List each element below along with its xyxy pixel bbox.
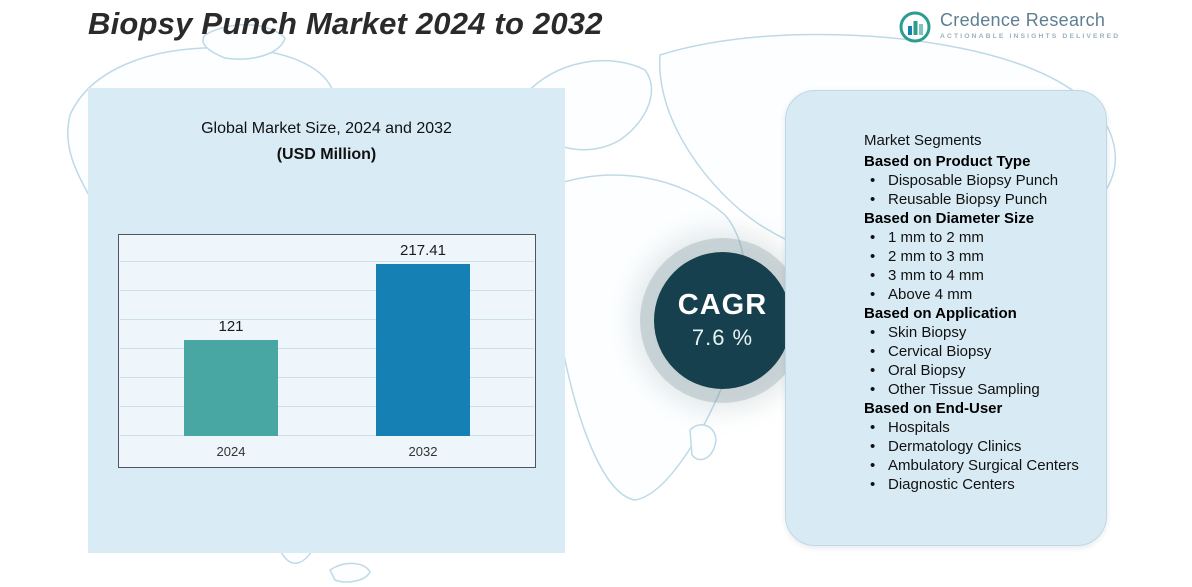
page-title: Biopsy Punch Market 2024 to 2032 — [88, 6, 603, 41]
bullet-icon: • — [870, 362, 876, 379]
chart-subtitle: (USD Million) — [276, 146, 377, 163]
segment-item: • Other Tissue Sampling — [864, 380, 1088, 399]
chart-gridlines — [120, 247, 534, 436]
bar-value-2032: 217.41 — [400, 242, 446, 259]
segment-item-label: Reusable Biopsy Punch — [888, 191, 1048, 208]
segment-item-label: Other Tissue Sampling — [888, 381, 1040, 398]
segment-item-label: Disposable Biopsy Punch — [888, 172, 1059, 189]
segment-item-label: Dermatology Clinics — [888, 438, 1022, 455]
bar-group-2024: 121 2024 — [184, 235, 278, 467]
bar-chart: 121 2024 217.41 2032 — [118, 234, 536, 468]
cagr-value: 7.6 % — [691, 324, 754, 350]
segment-item: • Oral Biopsy — [864, 361, 1088, 380]
segment-item: • Diagnostic Centers — [864, 475, 1088, 494]
brand-logo: Credence Research Actionable Insights De… — [898, 10, 1120, 44]
segments-title: Market Segments — [864, 132, 982, 149]
market-size-panel: Global Market Size, 2024 and 2032 (USD M… — [88, 88, 565, 553]
brand-name: Credence Research — [940, 10, 1106, 30]
cagr-label: CAGR — [677, 289, 768, 322]
segment-item-label: Above 4 mm — [888, 286, 973, 303]
bar-category-2024: 2024 — [216, 444, 246, 459]
logo-icon — [899, 11, 931, 43]
bar-2024 — [184, 340, 278, 436]
segment-item: • 2 mm to 3 mm — [864, 247, 1088, 266]
segment-item: • 3 mm to 4 mm — [864, 266, 1088, 285]
segment-group-heading: Based on Product Type — [864, 153, 1031, 170]
bullet-icon: • — [870, 324, 876, 341]
segment-item: • Ambulatory Surgical Centers — [864, 456, 1088, 475]
bullet-icon: • — [870, 229, 876, 246]
segment-item: • Above 4 mm — [864, 285, 1088, 304]
bar-2032 — [376, 264, 470, 436]
brand-tagline: Actionable Insights Delivered — [940, 33, 1121, 40]
segment-item-label: Skin Biopsy — [888, 324, 967, 341]
market-segments-panel: Market Segments Based on Product Type • Di… — [785, 90, 1107, 546]
bullet-icon: • — [870, 191, 876, 208]
segment-item-label: Hospitals — [888, 419, 950, 436]
bullet-icon: • — [870, 438, 876, 455]
segment-item-label: 1 mm to 2 mm — [888, 229, 984, 246]
segment-item: • 1 mm to 2 mm — [864, 228, 1088, 247]
bar-value-2024: 121 — [218, 318, 244, 335]
segment-group-heading: Based on Application — [864, 305, 1017, 322]
segment-item-label: Diagnostic Centers — [888, 476, 1015, 493]
bullet-icon: • — [870, 381, 876, 398]
segment-item: • Dermatology Clinics — [864, 437, 1088, 456]
bar-group-2032: 217.41 2032 — [376, 235, 470, 467]
cagr-badge: CAGR 7.6 % — [654, 252, 791, 389]
segment-item: • Reusable Biopsy Punch — [864, 190, 1088, 209]
segment-item-label: 3 mm to 4 mm — [888, 267, 984, 284]
segments-content: Market Segments Based on Product Type • Di… — [786, 91, 1106, 510]
segment-item-label: Cervical Biopsy — [888, 343, 992, 360]
segment-item-label: Oral Biopsy — [888, 362, 966, 379]
bullet-icon: • — [870, 248, 876, 265]
bullet-icon: • — [870, 267, 876, 284]
segment-item: • Cervical Biopsy — [864, 342, 1088, 361]
bullet-icon: • — [870, 419, 876, 436]
segment-item: • Disposable Biopsy Punch — [864, 171, 1088, 190]
segment-group-heading: Based on End-User — [864, 400, 1003, 417]
segments-groups: Based on Product Type • Disposable Biopsy … — [864, 152, 1088, 494]
segment-item: • Hospitals — [864, 418, 1088, 437]
bullet-icon: • — [870, 457, 876, 474]
segment-item-label: Ambulatory Surgical Centers — [888, 457, 1079, 474]
bullet-icon: • — [870, 172, 876, 189]
bullet-icon: • — [870, 476, 876, 493]
segment-group-heading: Based on Diameter Size — [864, 210, 1035, 227]
bullet-icon: • — [870, 286, 876, 303]
segment-item: • Skin Biopsy — [864, 323, 1088, 342]
chart-title: Global Market Size, 2024 and 2032 — [201, 120, 452, 137]
segment-item-label: 2 mm to 3 mm — [888, 248, 984, 265]
bar-category-2032: 2032 — [408, 444, 438, 459]
bullet-icon: • — [870, 343, 876, 360]
